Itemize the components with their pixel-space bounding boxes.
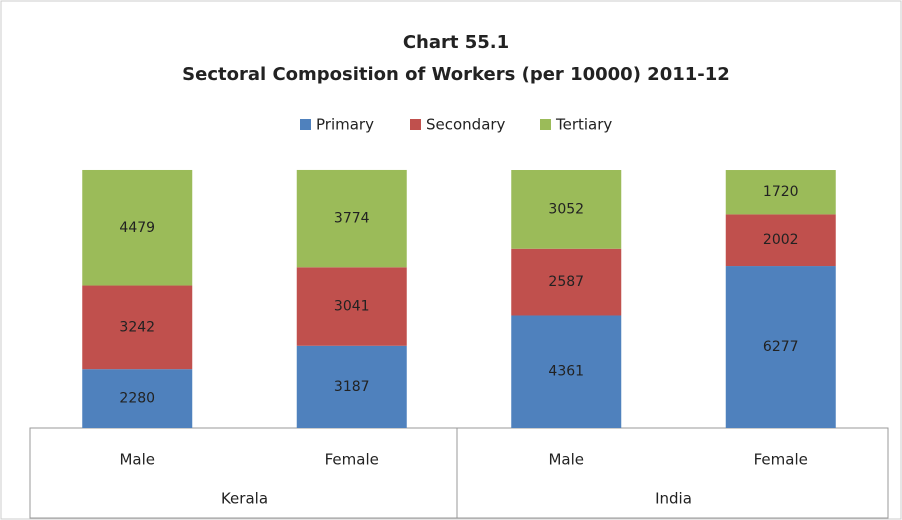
chart: Chart 55.1 Sectoral Composition of Worke… (0, 0, 902, 520)
x-tick-label: Female (325, 451, 379, 469)
data-label: 6277 (763, 339, 799, 355)
data-label: 3052 (548, 201, 584, 217)
legend-swatch (300, 119, 311, 130)
data-label: 4361 (548, 364, 584, 380)
data-label: 3242 (119, 319, 155, 335)
data-label: 3774 (334, 211, 370, 227)
group-label: Kerala (221, 490, 268, 508)
legend-swatch (410, 119, 421, 130)
legend-label: Secondary (426, 116, 506, 134)
chart-title: Chart 55.1 (403, 32, 509, 53)
legend-swatch (540, 119, 551, 130)
data-label: 2002 (763, 232, 799, 248)
x-tick-label: Male (548, 451, 584, 469)
legend-label: Primary (316, 116, 374, 134)
legend-label: Tertiary (555, 116, 612, 134)
group-label: India (655, 490, 692, 508)
data-label: 4479 (119, 220, 155, 236)
data-label: 3041 (334, 299, 370, 315)
category-box (30, 428, 888, 518)
category-table (30, 428, 888, 518)
x-tick-label: Male (119, 451, 155, 469)
data-label: 2587 (548, 274, 584, 290)
x-tick-label: Female (754, 451, 808, 469)
data-label: 2280 (119, 391, 155, 407)
data-label: 1720 (763, 184, 799, 200)
chart-subtitle: Sectoral Composition of Workers (per 100… (182, 64, 730, 85)
data-label: 3187 (334, 379, 370, 395)
